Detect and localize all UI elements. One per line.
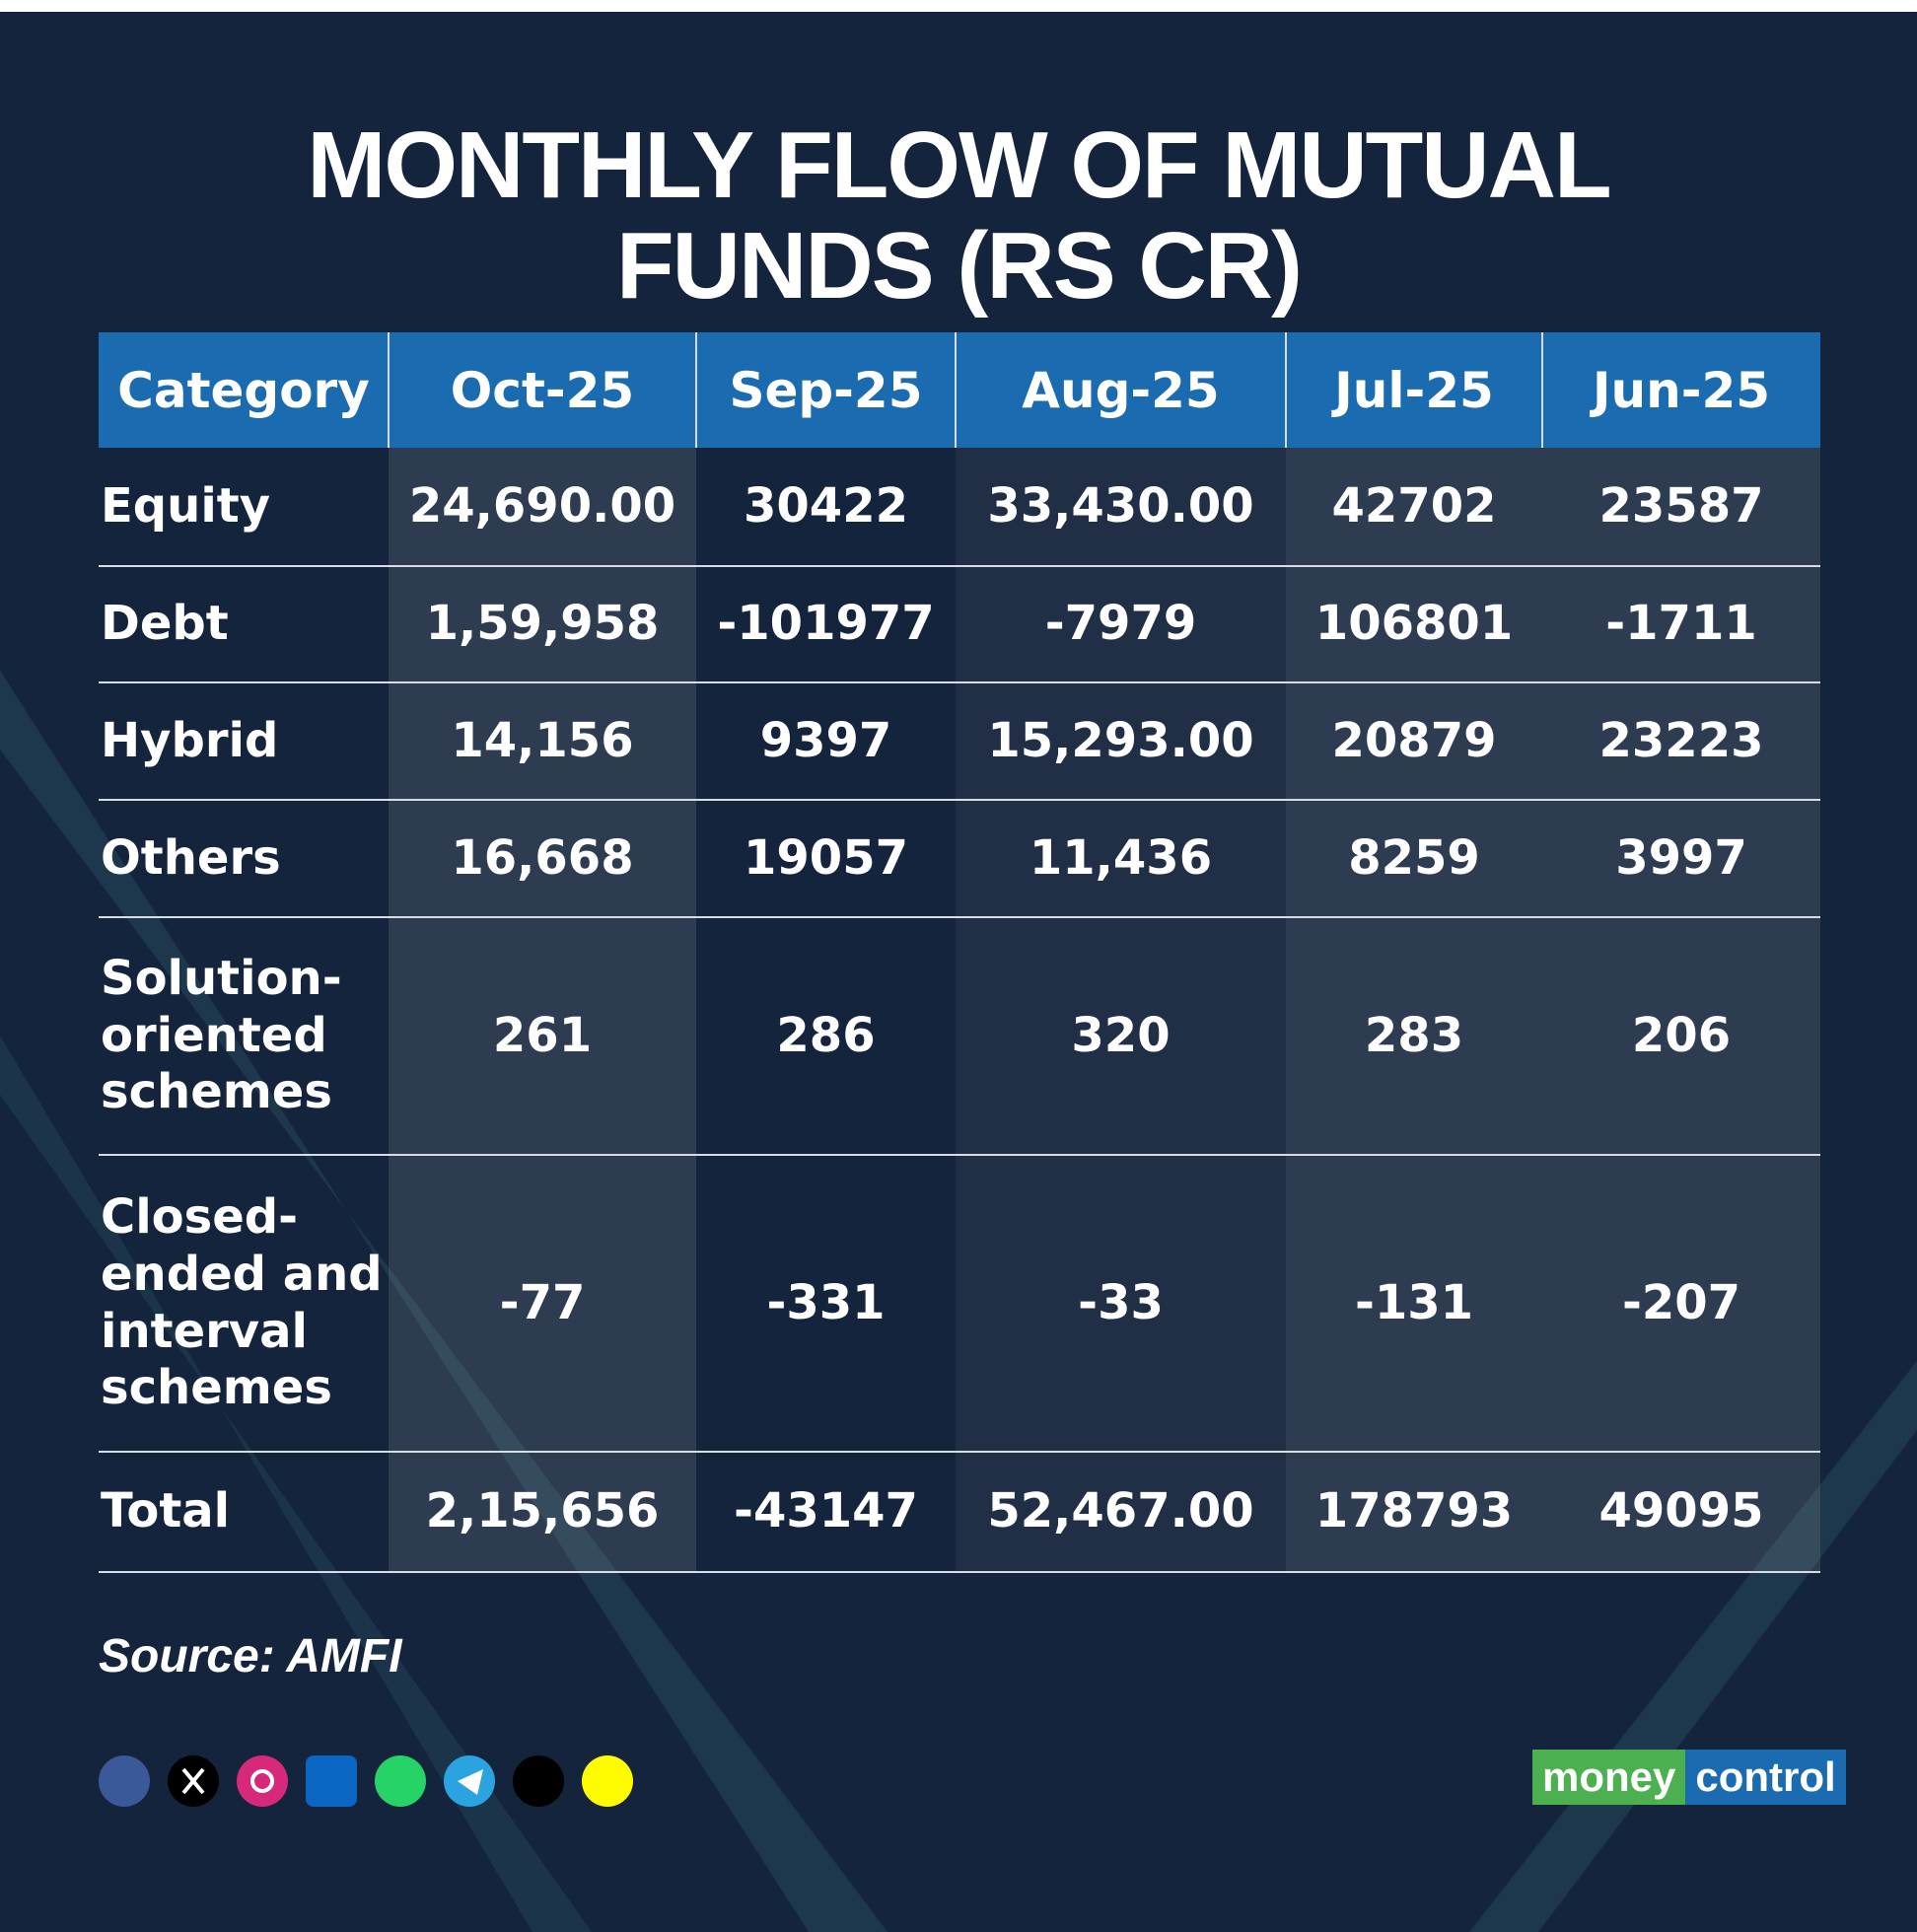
cell-value: 52,467.00 bbox=[987, 1483, 1254, 1539]
row-label: Total bbox=[101, 1483, 231, 1539]
row-rule bbox=[99, 1451, 1820, 1453]
column-shade bbox=[389, 448, 696, 1572]
cell-value: 20879 bbox=[1331, 712, 1497, 768]
row-rule bbox=[99, 681, 1820, 683]
column-header: Sep-25 bbox=[729, 361, 923, 419]
column-header: Oct-25 bbox=[450, 361, 635, 419]
cell-value: -131 bbox=[1354, 1274, 1474, 1330]
cell-value: 178793 bbox=[1314, 1483, 1514, 1539]
column-shade bbox=[956, 448, 1286, 1572]
logo: money control bbox=[1532, 1750, 1846, 1805]
title-line: FUNDS (RS CR) bbox=[616, 213, 1303, 319]
cell-value: 1,59,958 bbox=[425, 596, 660, 652]
cell-value: -33 bbox=[1078, 1274, 1164, 1330]
logo-left: money bbox=[1532, 1750, 1686, 1805]
column-shade bbox=[1286, 448, 1542, 1572]
cell-value: 9397 bbox=[759, 712, 892, 768]
cell-value: 8259 bbox=[1348, 829, 1480, 886]
cell-value: 2,15,656 bbox=[425, 1483, 660, 1539]
cell-value: -77 bbox=[499, 1274, 586, 1330]
row-label: Debt bbox=[101, 596, 229, 652]
column-header: Category bbox=[117, 361, 370, 419]
cell-value: 30422 bbox=[744, 478, 908, 535]
header-separator bbox=[388, 332, 390, 448]
cell-value: 33,430.00 bbox=[987, 478, 1254, 535]
row-label: Others bbox=[101, 829, 281, 886]
row-rule bbox=[99, 1154, 1820, 1156]
row-rule bbox=[99, 1571, 1820, 1573]
cell-value: -1711 bbox=[1605, 596, 1757, 652]
logo-right: control bbox=[1685, 1750, 1846, 1805]
cell-value: 14,156 bbox=[451, 712, 634, 768]
cell-value: 15,293.00 bbox=[987, 712, 1254, 768]
row-label: Closed-ended and interval schemes bbox=[101, 1189, 383, 1416]
row-label: Hybrid bbox=[101, 712, 279, 768]
cell-value: 11,436 bbox=[1029, 829, 1213, 886]
cell-value: 24,690.00 bbox=[408, 478, 676, 535]
cell-value: 49095 bbox=[1598, 1483, 1764, 1539]
source: Source: AMFI bbox=[99, 1630, 402, 1682]
cell-value: 206 bbox=[1631, 1007, 1732, 1063]
header-separator bbox=[1285, 332, 1287, 448]
row-label: Solution-oriented schemes bbox=[101, 951, 342, 1120]
cell-value: 42702 bbox=[1331, 478, 1497, 535]
cell-value: -101977 bbox=[717, 596, 935, 652]
column-header: Aug-25 bbox=[1022, 361, 1220, 419]
column-header: Jul-25 bbox=[1334, 361, 1494, 419]
social-icons bbox=[99, 1755, 633, 1807]
title-line: MONTHLY FLOW OF MUTUAL bbox=[307, 112, 1611, 218]
cell-value: 261 bbox=[492, 1007, 593, 1063]
header-row bbox=[99, 332, 1820, 448]
cell-value: 16,668 bbox=[451, 829, 634, 886]
row-label: Equity bbox=[101, 478, 271, 535]
row-rule bbox=[99, 916, 1820, 918]
column-header: Jun-25 bbox=[1592, 361, 1771, 419]
row-rule bbox=[99, 565, 1820, 567]
top-border bbox=[0, 0, 1917, 12]
header-separator bbox=[695, 332, 697, 448]
column-shade bbox=[1542, 448, 1820, 1572]
cell-value: 106801 bbox=[1314, 596, 1514, 652]
cell-value: -331 bbox=[766, 1274, 886, 1330]
row-rule bbox=[99, 799, 1820, 801]
header-separator bbox=[955, 332, 957, 448]
cell-value: -7979 bbox=[1044, 596, 1197, 652]
cell-value: -207 bbox=[1621, 1274, 1741, 1330]
cell-value: 286 bbox=[776, 1007, 876, 1063]
cell-value: -43147 bbox=[734, 1483, 918, 1539]
cell-value: 3997 bbox=[1615, 829, 1747, 886]
cell-value: 23587 bbox=[1598, 478, 1764, 535]
cell-value: 320 bbox=[1071, 1007, 1171, 1063]
cell-value: 283 bbox=[1364, 1007, 1464, 1063]
cell-value: 19057 bbox=[744, 829, 908, 886]
header-separator bbox=[1541, 332, 1543, 448]
cell-value: 23223 bbox=[1598, 712, 1764, 768]
